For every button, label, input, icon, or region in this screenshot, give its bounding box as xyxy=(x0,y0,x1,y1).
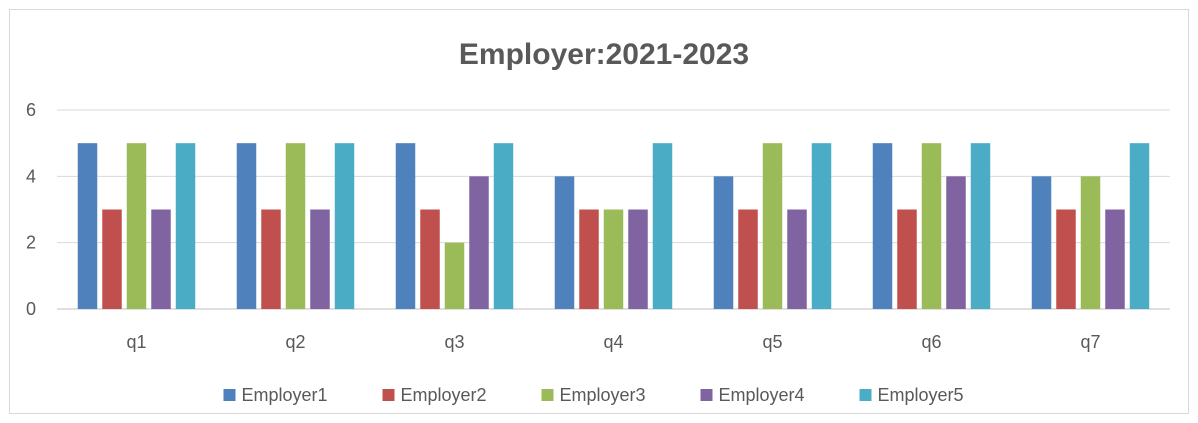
bar-employer2-q3 xyxy=(420,209,440,309)
y-tick-label: 0 xyxy=(26,299,36,319)
x-tick-label: q1 xyxy=(126,332,146,352)
legend-label-employer1: Employer1 xyxy=(242,385,328,405)
bar-employer2-q4 xyxy=(579,209,599,309)
x-tick-label: q4 xyxy=(603,332,623,352)
bar-employer5-q1 xyxy=(175,143,196,309)
y-tick-label: 4 xyxy=(26,166,36,186)
chart-frame xyxy=(9,9,1189,414)
bar-employer5-q7 xyxy=(1129,143,1150,309)
x-tick-label: q6 xyxy=(921,332,941,352)
y-axis-ticks: 0 2 4 6 xyxy=(26,100,36,319)
bar-employer3-q7 xyxy=(1080,176,1101,309)
bar-employer5-q5 xyxy=(811,143,832,309)
legend-label-employer3: Employer3 xyxy=(560,385,646,405)
bar-employer3-q3 xyxy=(444,242,465,309)
bar-employer2-q6 xyxy=(897,209,917,309)
bar-employer1-q6 xyxy=(872,143,893,309)
bar-employer3-q2 xyxy=(285,143,306,309)
x-tick-label: q2 xyxy=(285,332,305,352)
bar-employer3-q6 xyxy=(921,143,942,309)
bar-employer1-q1 xyxy=(77,143,98,309)
bar-employer1-q3 xyxy=(395,143,416,309)
legend-swatch-employer4 xyxy=(700,389,713,401)
bar-employer3-q4 xyxy=(603,209,624,309)
bar-employer4-q5 xyxy=(787,209,807,309)
bar-employer4-q4 xyxy=(628,209,648,309)
bar-employer5-q4 xyxy=(652,143,673,309)
bar-employer3-q1 xyxy=(126,143,147,309)
y-tick-label: 2 xyxy=(26,233,36,253)
bar-employer1-q5 xyxy=(713,176,734,309)
bar-employer5-q3 xyxy=(493,143,514,309)
bar-employer5-q2 xyxy=(334,143,355,309)
legend-label-employer5: Employer5 xyxy=(878,385,964,405)
bar-employer5-q6 xyxy=(970,143,991,309)
bar-employer1-q4 xyxy=(554,176,575,309)
legend-label-employer2: Employer2 xyxy=(401,385,487,405)
x-tick-label: q7 xyxy=(1080,332,1100,352)
x-tick-label: q3 xyxy=(444,332,464,352)
legend-label-employer4: Employer4 xyxy=(719,385,805,405)
legend-swatch-employer3 xyxy=(541,389,554,401)
bar-employer4-q6 xyxy=(946,176,966,309)
bar-employer4-q3 xyxy=(469,176,489,309)
bar-employer2-q1 xyxy=(102,209,122,309)
x-axis-ticks: q1 q2 q3 q4 q5 q6 q7 xyxy=(126,332,1100,352)
bar-employer2-q2 xyxy=(261,209,281,309)
x-tick-label: q5 xyxy=(762,332,782,352)
legend-swatch-employer2 xyxy=(382,389,395,401)
bar-employer2-q7 xyxy=(1056,209,1076,309)
y-tick-label: 6 xyxy=(26,100,36,120)
bar-employer2-q5 xyxy=(738,209,758,309)
bar-employer3-q5 xyxy=(762,143,783,309)
bar-employer4-q2 xyxy=(310,209,330,309)
bar-employer4-q1 xyxy=(151,209,171,309)
bar-employer4-q7 xyxy=(1105,209,1125,309)
bar-employer1-q7 xyxy=(1031,176,1052,309)
legend-swatch-employer5 xyxy=(859,389,872,401)
chart-title: Employer:2021-2023 xyxy=(459,38,749,71)
legend: Employer1 Employer2 Employer3 Employer4 Empl… xyxy=(223,385,964,405)
legend-swatch-employer1 xyxy=(223,389,236,401)
bars xyxy=(77,143,1150,309)
bar-employer1-q2 xyxy=(236,143,257,309)
